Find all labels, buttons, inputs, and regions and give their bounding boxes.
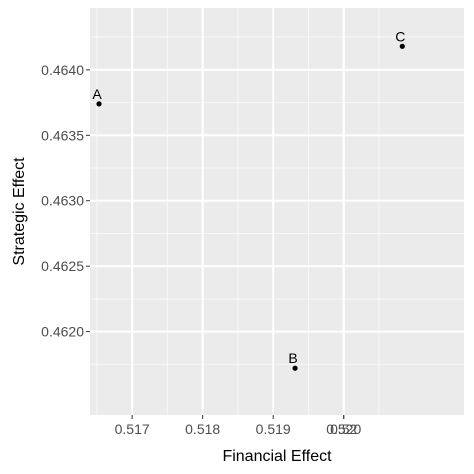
x-tick-label: 0.519 xyxy=(256,421,291,437)
scatter-point xyxy=(96,101,102,107)
x-axis-title: Financial Effect xyxy=(222,448,332,465)
y-axis-title: Strategic Effect xyxy=(11,157,28,266)
y-tick-label: 0.4630 xyxy=(41,193,84,209)
scatter-point xyxy=(399,43,405,49)
major-grid xyxy=(90,8,464,415)
y-tick-label: 0.4620 xyxy=(41,324,84,340)
point-label: B xyxy=(288,350,297,366)
y-tick-label: 0.4635 xyxy=(41,127,84,143)
x-tick-label: 0.517 xyxy=(115,421,150,437)
point-label: C xyxy=(395,28,405,44)
y-axis: 0.4620 0.4625 0.4630 0.4635 0.4640 xyxy=(41,62,90,340)
x-tick-label: 0.518 xyxy=(185,421,220,437)
minor-grid xyxy=(90,8,464,415)
x-tick-label: 0.520 xyxy=(326,421,361,437)
x-tick-label: 0.52 xyxy=(330,421,357,437)
y-tick-label: 0.4625 xyxy=(41,258,84,274)
point-label: A xyxy=(92,86,102,102)
scatter-point xyxy=(292,365,298,371)
points-layer: A B C xyxy=(92,28,405,371)
y-tick-label: 0.4640 xyxy=(41,62,84,78)
plot-panel xyxy=(90,8,464,415)
